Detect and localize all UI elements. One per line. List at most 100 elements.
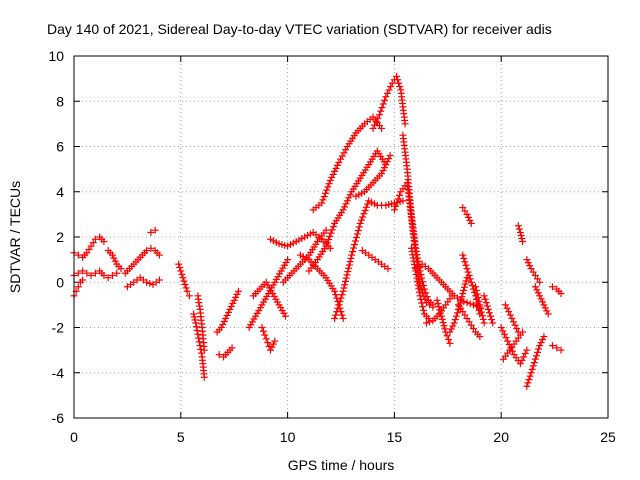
data-point — [464, 213, 472, 221]
data-point — [396, 83, 404, 91]
data-point — [344, 268, 352, 276]
data-point — [536, 292, 544, 300]
data-point — [258, 324, 266, 331]
data-point — [350, 244, 358, 252]
data-point — [74, 269, 82, 277]
data-point — [395, 79, 403, 87]
data-point — [412, 270, 420, 278]
data-point — [393, 72, 401, 80]
data-point — [468, 282, 476, 290]
data-point — [531, 283, 539, 291]
data-point — [382, 93, 390, 101]
data-point — [332, 164, 340, 172]
data-point — [473, 290, 481, 298]
data-point — [531, 355, 539, 363]
data-point — [215, 351, 223, 359]
data-point — [341, 277, 349, 285]
data-point — [461, 280, 469, 288]
data-point — [326, 244, 334, 252]
data-point — [380, 164, 388, 172]
data-point — [321, 189, 329, 197]
data-point — [437, 312, 445, 320]
data-point — [440, 322, 448, 330]
data-point — [374, 114, 382, 122]
data-point — [487, 312, 495, 320]
data-point — [146, 279, 154, 287]
data-point — [87, 271, 95, 279]
data-point — [359, 213, 367, 221]
data-point — [369, 124, 377, 132]
data-point — [514, 328, 522, 336]
data-point — [466, 300, 474, 308]
data-point — [111, 257, 119, 265]
plot-frame — [73, 55, 609, 419]
data-point — [326, 176, 334, 184]
data-point — [535, 345, 543, 353]
data-point — [408, 248, 416, 256]
data-point — [518, 356, 526, 364]
data-point — [176, 264, 184, 272]
data-point — [360, 210, 368, 218]
y-tick-label: 6 — [56, 139, 64, 155]
data-point — [346, 191, 354, 199]
y-tick-label: 8 — [56, 93, 64, 109]
data-point — [74, 251, 82, 259]
data-point — [414, 281, 422, 289]
data-point — [516, 228, 524, 236]
y-tick-label: 4 — [56, 184, 64, 200]
x-tick-label: 25 — [600, 429, 616, 445]
data-point — [441, 325, 449, 333]
data-point — [343, 197, 351, 205]
data-point — [390, 206, 398, 214]
data-point — [411, 260, 419, 268]
data-point — [190, 310, 198, 318]
data-point — [324, 236, 332, 244]
data-point — [511, 321, 519, 329]
data-point — [223, 311, 231, 319]
data-point — [230, 296, 238, 304]
data-point — [117, 265, 125, 273]
data-point — [331, 287, 339, 295]
data-point — [392, 202, 400, 210]
data-point — [409, 254, 417, 262]
y-tick-label: 2 — [56, 229, 64, 245]
data-point — [401, 120, 409, 128]
data-point — [178, 270, 186, 278]
x-tick-label: 20 — [493, 429, 509, 445]
data-point — [342, 200, 350, 208]
data-point — [465, 271, 473, 279]
data-point — [438, 315, 446, 323]
data-point — [439, 319, 447, 327]
data-point — [482, 299, 490, 307]
x-tick-label: 10 — [280, 429, 296, 445]
data-point — [458, 293, 466, 301]
data-point — [79, 267, 87, 275]
data-point — [462, 261, 470, 269]
y-tick-label: -4 — [52, 365, 65, 381]
data-point — [422, 319, 430, 327]
data-point — [143, 278, 151, 286]
data-point — [336, 297, 344, 305]
data-point — [333, 308, 341, 316]
data-point — [462, 277, 470, 285]
data-point — [217, 324, 225, 331]
data-point — [396, 191, 404, 199]
data-point — [459, 251, 467, 259]
data-point — [447, 325, 455, 333]
axis-ticks: 0 5 10 15 20 25 -6 -4 -2 0 2 4 6 8 10 — [48, 48, 616, 445]
data-point — [329, 170, 337, 178]
data-point — [480, 319, 488, 327]
data-point — [544, 310, 552, 318]
x-axis-label: GPS time / hours — [288, 457, 395, 473]
data-point — [532, 352, 540, 360]
data-point — [475, 297, 483, 305]
x-tick-label: 0 — [70, 429, 78, 445]
data-point — [323, 186, 331, 194]
data-point — [100, 271, 108, 279]
data-point — [180, 277, 188, 285]
data-point — [345, 194, 353, 202]
data-point — [503, 304, 511, 312]
data-point — [192, 319, 200, 327]
data-point — [459, 290, 467, 298]
data-point — [481, 295, 489, 303]
